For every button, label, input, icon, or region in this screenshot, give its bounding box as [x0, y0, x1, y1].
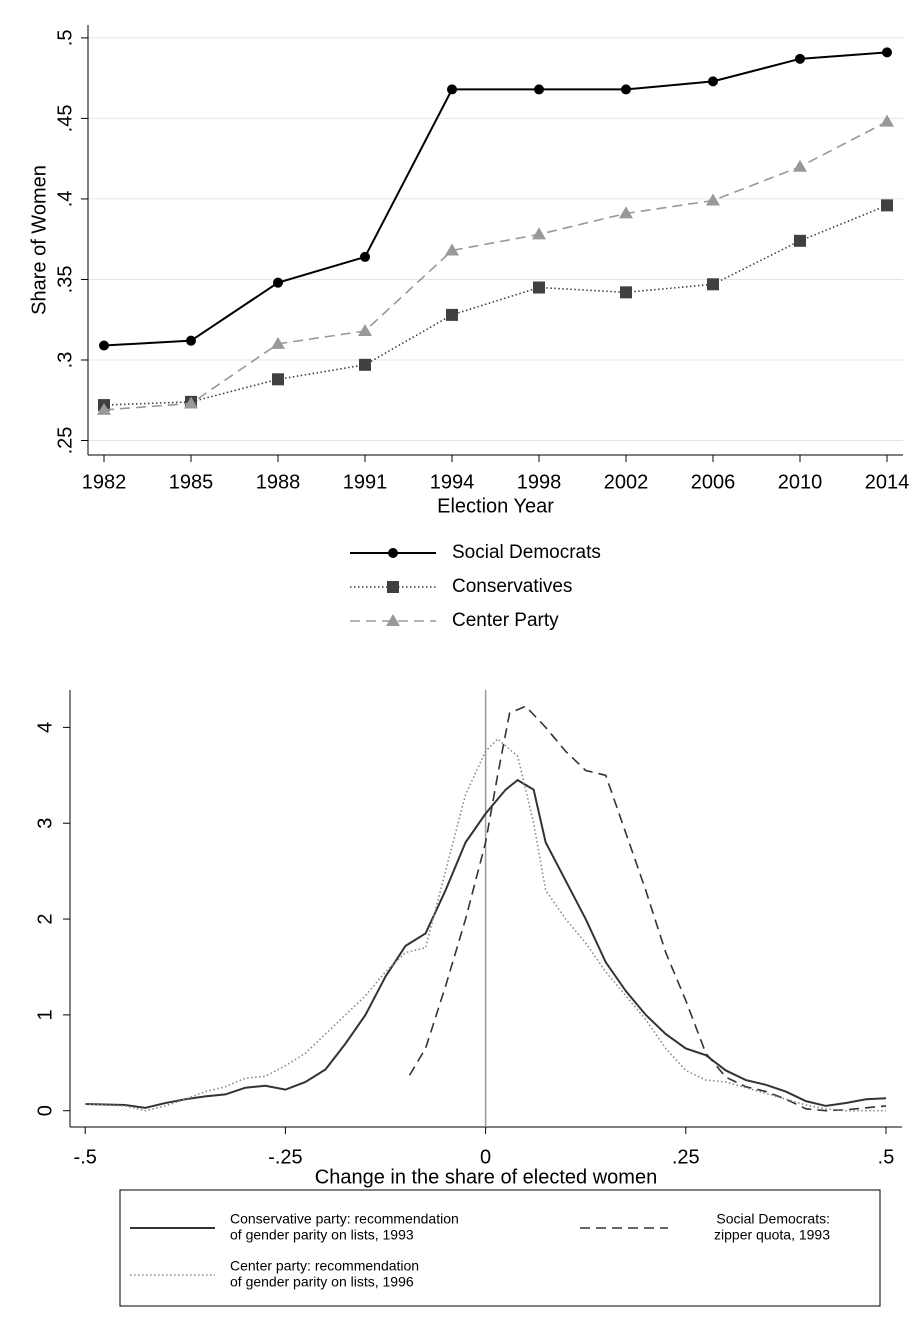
x-tick-label: 1985: [169, 471, 214, 493]
marker: [360, 251, 370, 262]
x-axis-title: Election Year: [437, 495, 554, 517]
y-tick-label: .5: [54, 30, 76, 47]
x-tick-label: -.25: [268, 1146, 302, 1168]
marker: [619, 206, 633, 219]
x-axis-title: Change in the share of elected women: [315, 1166, 657, 1188]
y-tick-label: .35: [54, 266, 76, 294]
marker: [620, 286, 632, 299]
legend-label: Social Democrats: [452, 542, 601, 563]
x-tick-label: 1982: [82, 471, 127, 493]
y-tick-label: 1: [34, 1009, 56, 1020]
x-tick-label: .25: [672, 1146, 700, 1168]
marker: [446, 308, 458, 321]
legend-marker: [386, 614, 400, 626]
x-tick-label: 1988: [256, 471, 301, 493]
marker: [534, 84, 544, 95]
y-tick-label: .3: [54, 352, 76, 369]
marker: [359, 358, 371, 371]
marker: [447, 84, 457, 95]
y-tick-label: 3: [34, 818, 56, 829]
x-tick-label: .5: [878, 1146, 895, 1168]
x-tick-label: -.5: [74, 1146, 97, 1168]
y-tick-label: 0: [34, 1105, 56, 1116]
y-tick-label: 2: [34, 913, 56, 924]
x-tick-label: 1991: [343, 471, 388, 493]
marker: [708, 76, 718, 87]
x-tick-label: 1998: [517, 471, 562, 493]
marker: [621, 84, 631, 95]
y-tick-label: .45: [54, 105, 76, 133]
marker: [795, 53, 805, 64]
x-tick-label: 2002: [604, 471, 649, 493]
marker: [273, 277, 283, 288]
marker: [793, 159, 807, 172]
legend-marker: [388, 548, 398, 558]
legend-label: zipper quota, 1993: [714, 1227, 830, 1243]
marker: [358, 323, 372, 336]
series-line: [85, 778, 887, 1109]
marker: [706, 193, 720, 206]
series-line: [408, 705, 887, 1112]
legend-label: of gender parity on lists, 1996: [230, 1274, 414, 1290]
legend-marker: [387, 581, 399, 593]
x-tick-label: 2014: [865, 471, 910, 493]
marker: [186, 335, 196, 346]
marker: [533, 281, 545, 294]
marker: [99, 340, 109, 351]
marker: [445, 243, 459, 256]
legend-label: Center Party: [452, 610, 559, 631]
x-tick-label: 2006: [691, 471, 736, 493]
marker: [97, 402, 111, 415]
legend-label: Conservatives: [452, 576, 572, 597]
marker: [794, 234, 806, 247]
series-line: [103, 120, 888, 411]
y-tick-label: 4: [34, 722, 56, 733]
y-tick-label: .25: [54, 427, 76, 455]
series-line: [103, 204, 888, 406]
legend-label: Conservative party: recommendation: [230, 1211, 459, 1227]
x-tick-label: 1994: [430, 471, 475, 493]
y-axis-title: Share of Women: [28, 165, 50, 315]
marker: [880, 114, 894, 127]
marker: [882, 47, 892, 58]
marker: [272, 373, 284, 386]
series-line: [103, 51, 888, 347]
marker: [707, 278, 719, 291]
marker: [184, 396, 198, 409]
x-tick-label: 2010: [778, 471, 823, 493]
y-tick-label: .4: [54, 191, 76, 208]
x-tick-label: 0: [480, 1146, 491, 1168]
marker: [271, 336, 285, 349]
marker: [532, 227, 546, 240]
legend-box: [119, 1189, 881, 1307]
legend-label: Center party: recommendation: [230, 1258, 419, 1274]
legend-label: of gender parity on lists, 1993: [230, 1227, 414, 1243]
marker: [881, 199, 893, 212]
legend-label: Social Democrats:: [716, 1211, 830, 1227]
